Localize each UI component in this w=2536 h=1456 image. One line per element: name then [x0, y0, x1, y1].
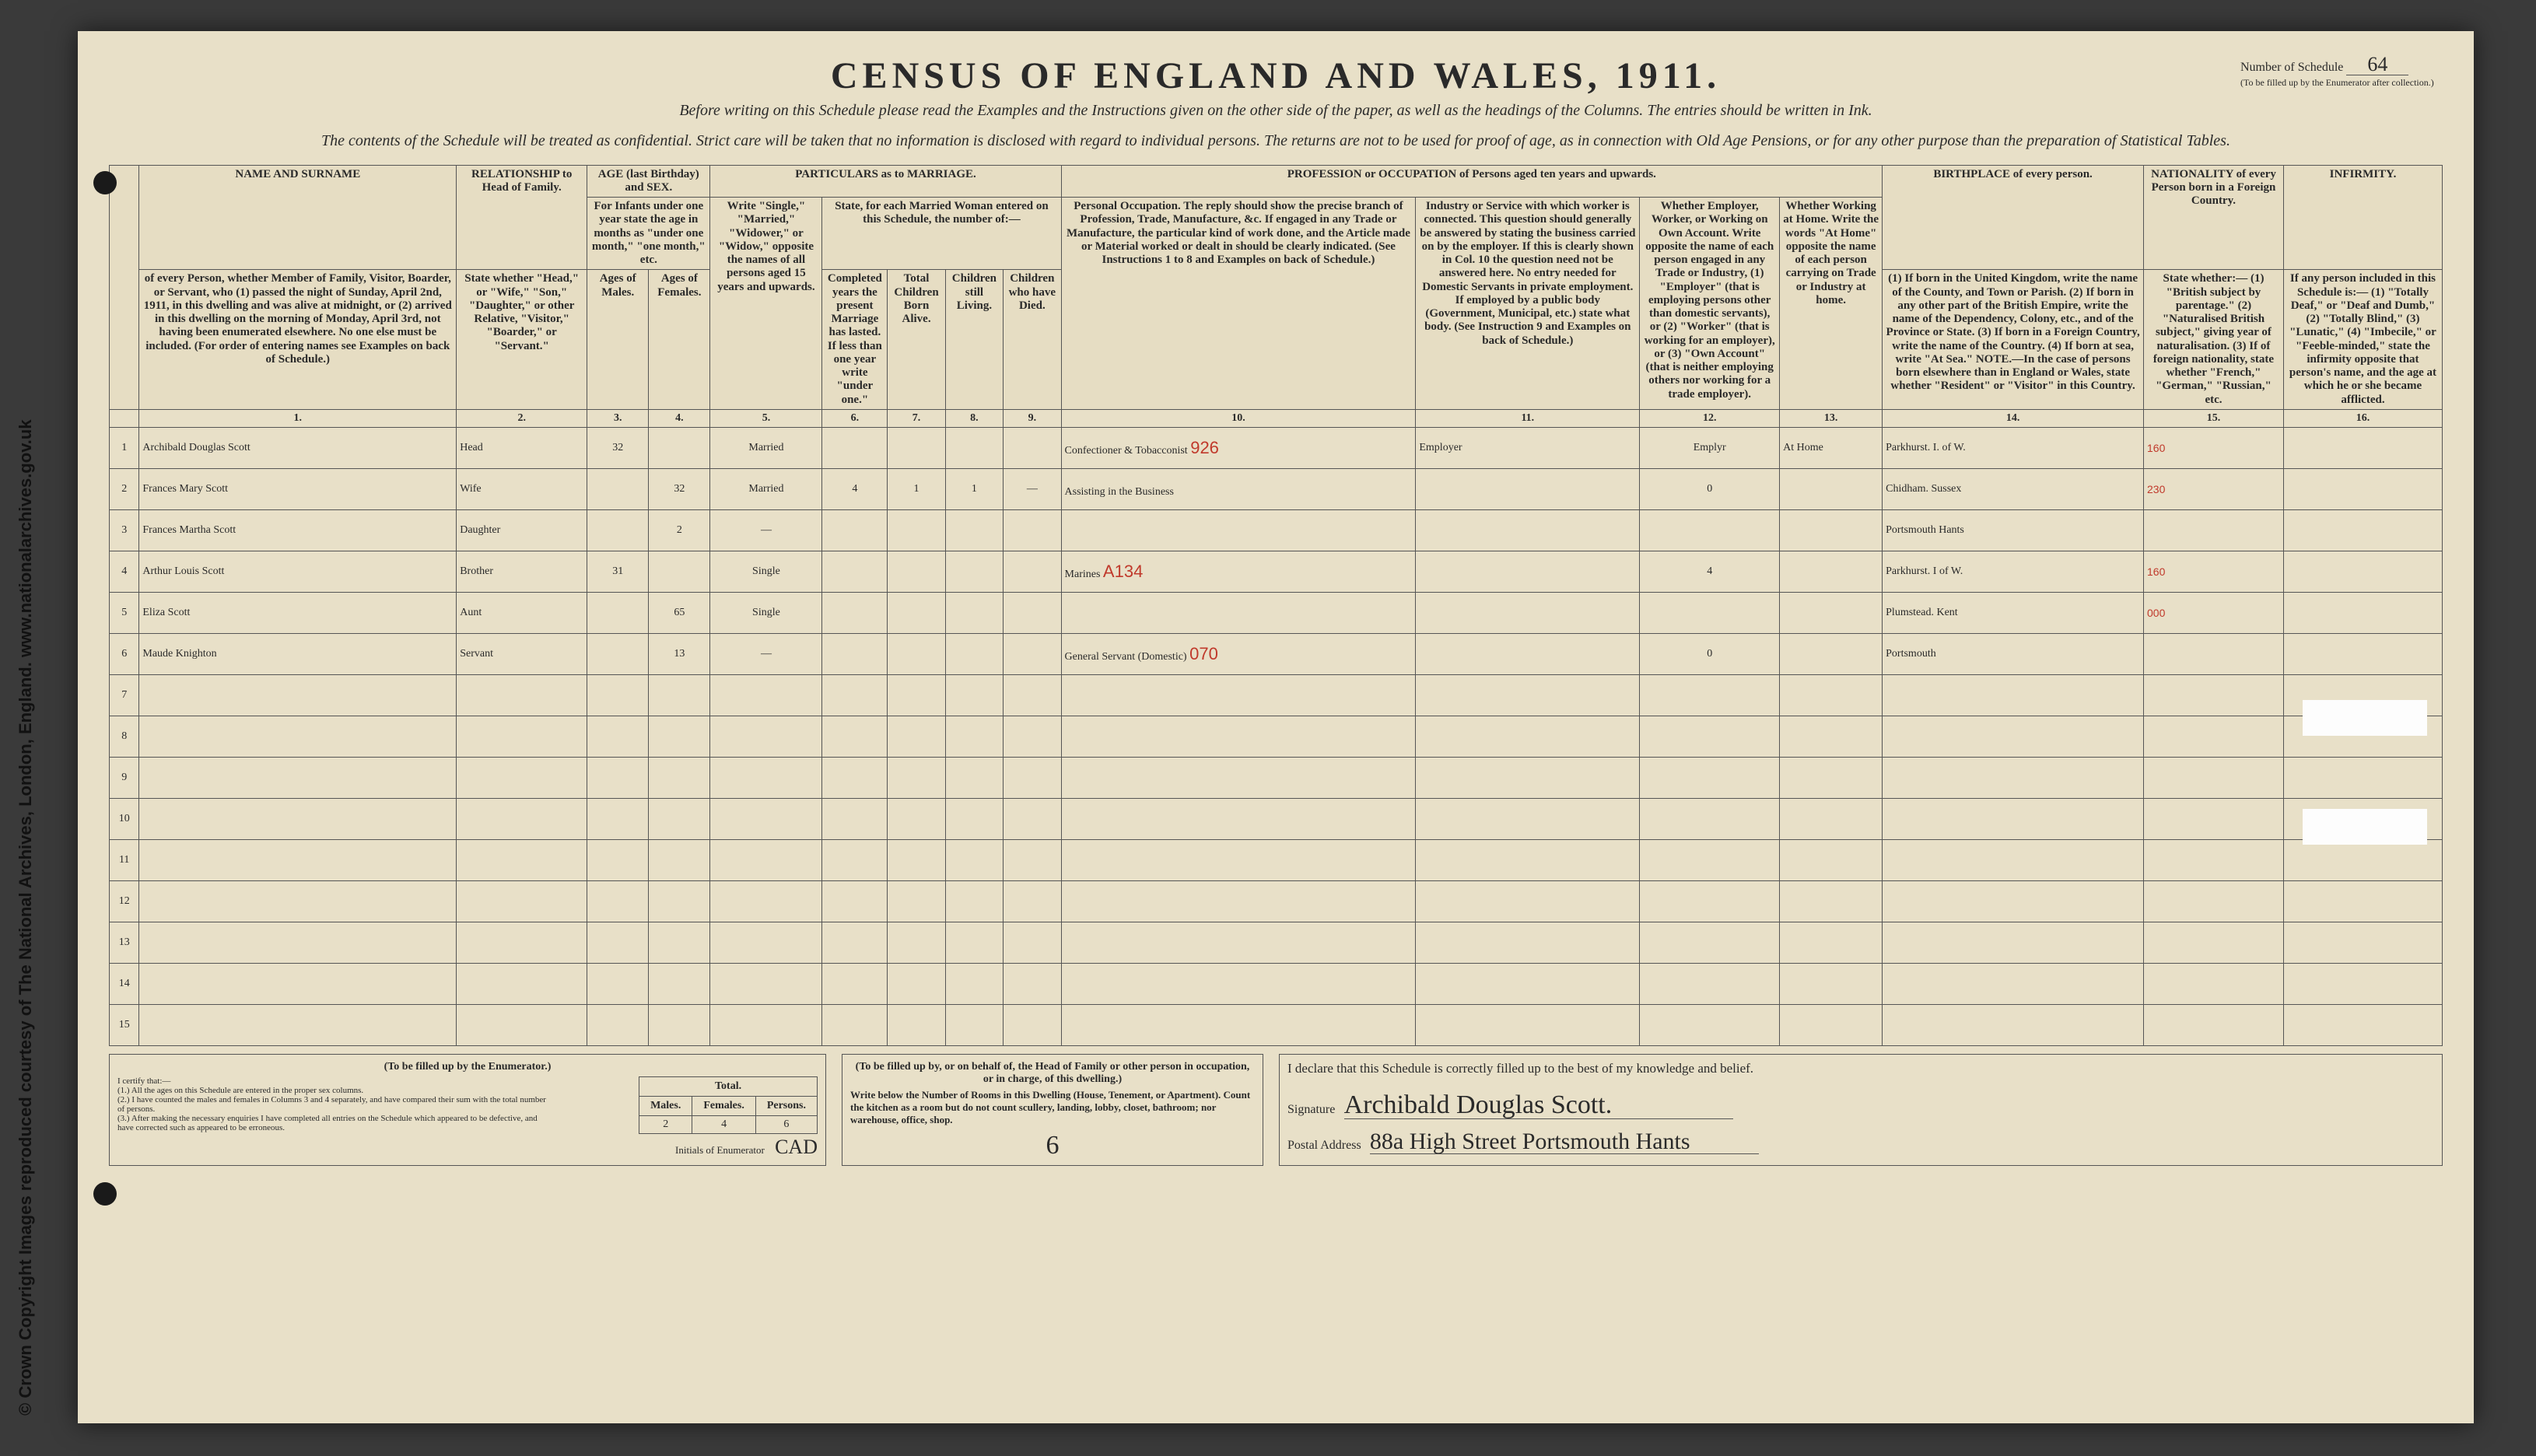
- declaration-text: I declare that this Schedule is correctl…: [1287, 1061, 2434, 1076]
- inst-employer: Whether Employer, Worker, or Working on …: [1640, 198, 1780, 410]
- sub-years: Completed years the present Marriage has…: [822, 270, 888, 410]
- colnum: 7.: [888, 409, 945, 427]
- colnum: 12.: [1640, 409, 1780, 427]
- inst-occupation: Personal Occupation. The reply should sh…: [1061, 198, 1416, 410]
- rooms-box: (To be filled up by, or on behalf of, th…: [842, 1054, 1263, 1166]
- table-row: 5Eliza ScottAunt65Single Plumstead. Kent…: [110, 592, 2443, 633]
- sub-age-f: Ages of Females.: [649, 270, 710, 410]
- declaration-box: I declare that this Schedule is correctl…: [1279, 1054, 2443, 1166]
- enum-heading: (To be filled up by the Enumerator.): [117, 1061, 818, 1073]
- th-name: NAME AND SURNAME: [139, 166, 457, 270]
- inst-relationship: State whether "Head," or "Wife," "Son," …: [457, 270, 587, 410]
- colnum: 10.: [1061, 409, 1416, 427]
- signature-label: Signature: [1287, 1103, 1335, 1116]
- rooms-value: 6: [850, 1132, 1255, 1159]
- table-row: 3Frances Martha ScottDaughter2— Portsmou…: [110, 509, 2443, 551]
- sub-children-died: Children who have Died.: [1004, 270, 1061, 410]
- page-title: CENSUS OF ENGLAND AND WALES, 1911.: [109, 54, 2240, 97]
- totals-males-h: Males.: [639, 1096, 692, 1115]
- totals-females: 4: [692, 1115, 755, 1133]
- sub-children-living: Children still Living.: [945, 270, 1003, 410]
- signature: Archibald Douglas Scott.: [1344, 1092, 1733, 1119]
- schedule-label: Number of Schedule: [2240, 61, 2343, 74]
- schedule-number: 64: [2346, 54, 2408, 75]
- inst-name: of every Person, whether Member of Famil…: [139, 270, 457, 410]
- colnum: 6.: [822, 409, 888, 427]
- totals-persons-h: Persons.: [755, 1096, 817, 1115]
- th-infirmity: INFIRMITY.: [2283, 166, 2442, 270]
- th-profession: PROFESSION or OCCUPATION of Persons aged…: [1061, 166, 1883, 198]
- inst-marriage-sub: State, for each Married Woman entered on…: [822, 198, 1061, 270]
- table-row: 2Frances Mary ScottWife32Married411—Assi…: [110, 468, 2443, 509]
- table-row: 10: [110, 798, 2443, 839]
- colnum: 9.: [1004, 409, 1061, 427]
- punch-hole: [93, 1182, 117, 1206]
- table-row: 14: [110, 963, 2443, 1004]
- redaction: [2303, 809, 2427, 845]
- totals-males: 2: [639, 1115, 692, 1133]
- colnum: 1.: [139, 409, 457, 427]
- table-row: 15: [110, 1004, 2443, 1045]
- totals-head: Total.: [639, 1076, 818, 1096]
- schedule-note: (To be filled up by the Enumerator after…: [2240, 77, 2434, 88]
- rooms-text: Write below the Number of Rooms in this …: [850, 1089, 1255, 1126]
- inst-age: For Infants under one year state the age…: [587, 198, 710, 270]
- table-row: 8: [110, 716, 2443, 757]
- enum-initials-label: Initials of Enumerator: [675, 1144, 765, 1156]
- sub-children-total: Total Children Born Alive.: [888, 270, 945, 410]
- table-row: 6Maude KnightonServant13—General Servant…: [110, 633, 2443, 674]
- colnum: 16.: [2283, 409, 2442, 427]
- th-nationality: NATIONALITY of every Person born in a Fo…: [2144, 166, 2284, 270]
- table-row: 11: [110, 839, 2443, 880]
- th-marriage: PARTICULARS as to MARRIAGE.: [710, 166, 1061, 198]
- totals-females-h: Females.: [692, 1096, 755, 1115]
- colnum: 13.: [1780, 409, 1883, 427]
- table-row: 7: [110, 674, 2443, 716]
- confidential-note: The contents of the Schedule will be tre…: [109, 131, 2443, 151]
- inst-infirmity: If any person included in this Schedule …: [2283, 270, 2442, 410]
- th-age: AGE (last Birthday) and SEX.: [587, 166, 710, 198]
- th-birthplace: BIRTHPLACE of every person.: [1883, 166, 2144, 270]
- inst-industry: Industry or Service with which worker is…: [1416, 198, 1640, 410]
- inst-birthplace: (1) If born in the United Kingdom, write…: [1883, 270, 2144, 410]
- th-relationship: RELATIONSHIP to Head of Family.: [457, 166, 587, 270]
- address-label: Postal Address: [1287, 1139, 1361, 1152]
- colnum: 2.: [457, 409, 587, 427]
- table-row: 4Arthur Louis ScottBrother31SingleMarine…: [110, 551, 2443, 592]
- table-row: 1Archibald Douglas ScottHead32MarriedCon…: [110, 427, 2443, 468]
- subtitle: Before writing on this Schedule please r…: [109, 102, 2443, 120]
- redaction: [2303, 700, 2427, 736]
- enum-cert: I certify that:— (1.) All the ages on th…: [117, 1076, 553, 1132]
- copyright-notice: © Crown Copyright Images reproduced cour…: [16, 419, 36, 1416]
- colnum: 15.: [2144, 409, 2284, 427]
- table-row: 9: [110, 757, 2443, 798]
- decl-heading: (To be filled up by, or on behalf of, th…: [850, 1061, 1255, 1086]
- colnum: 14.: [1883, 409, 2144, 427]
- census-page: CENSUS OF ENGLAND AND WALES, 1911. Numbe…: [78, 31, 2474, 1423]
- enum-initials: CAD: [775, 1136, 818, 1158]
- inst-athome: Whether Working at Home. Write the words…: [1780, 198, 1883, 410]
- totals-persons: 6: [755, 1115, 817, 1133]
- table-row: 13: [110, 922, 2443, 963]
- colnum: 4.: [649, 409, 710, 427]
- punch-hole: [93, 171, 117, 194]
- enumerator-box: (To be filled up by the Enumerator.) Tot…: [109, 1054, 826, 1166]
- sub-age-m: Ages of Males.: [587, 270, 649, 410]
- census-table: NAME AND SURNAME RELATIONSHIP to Head of…: [109, 165, 2443, 1046]
- colnum: 5.: [710, 409, 822, 427]
- colnum: 8.: [945, 409, 1003, 427]
- address: 88a High Street Portsmouth Hants: [1370, 1130, 1759, 1154]
- table-row: 12: [110, 880, 2443, 922]
- schedule-box: Number of Schedule 64 (To be filled up b…: [2240, 54, 2443, 89]
- inst-nationality: State whether:— (1) "British subject by …: [2144, 270, 2284, 410]
- footer: (To be filled up by the Enumerator.) Tot…: [109, 1054, 2443, 1166]
- inst-marital: Write "Single," "Married," "Widower," or…: [710, 198, 822, 410]
- totals-table: Total. Males. Females. Persons. 2 4 6: [639, 1076, 818, 1134]
- colnum: 11.: [1416, 409, 1640, 427]
- colnum: 3.: [587, 409, 649, 427]
